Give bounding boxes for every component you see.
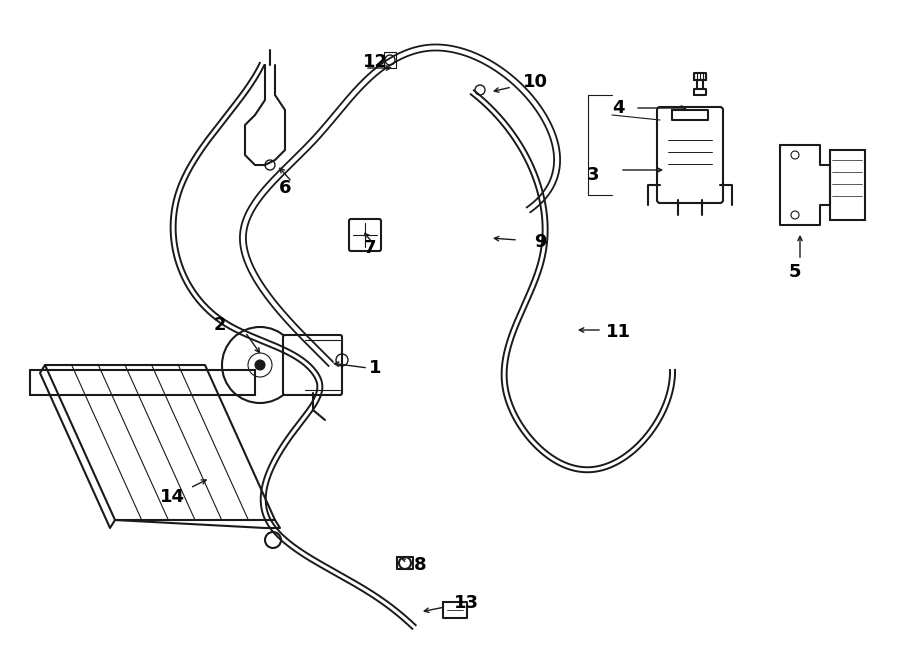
Text: 11: 11 (606, 323, 631, 341)
Text: 6: 6 (279, 179, 292, 197)
Text: 7: 7 (364, 239, 376, 257)
Text: 2: 2 (214, 316, 226, 334)
Text: 9: 9 (534, 233, 546, 251)
Bar (830, 150, 865, 220)
Text: 8: 8 (414, 556, 427, 574)
Text: 5: 5 (788, 263, 801, 281)
Text: 3: 3 (587, 166, 599, 184)
Text: 12: 12 (363, 53, 388, 71)
Text: 4: 4 (612, 99, 625, 117)
Text: 1: 1 (369, 359, 382, 377)
Circle shape (255, 360, 265, 370)
FancyBboxPatch shape (657, 107, 723, 203)
FancyBboxPatch shape (349, 219, 381, 251)
Text: 10: 10 (523, 73, 547, 91)
Text: 14: 14 (159, 488, 184, 506)
Text: 13: 13 (454, 594, 479, 612)
FancyBboxPatch shape (283, 335, 342, 395)
